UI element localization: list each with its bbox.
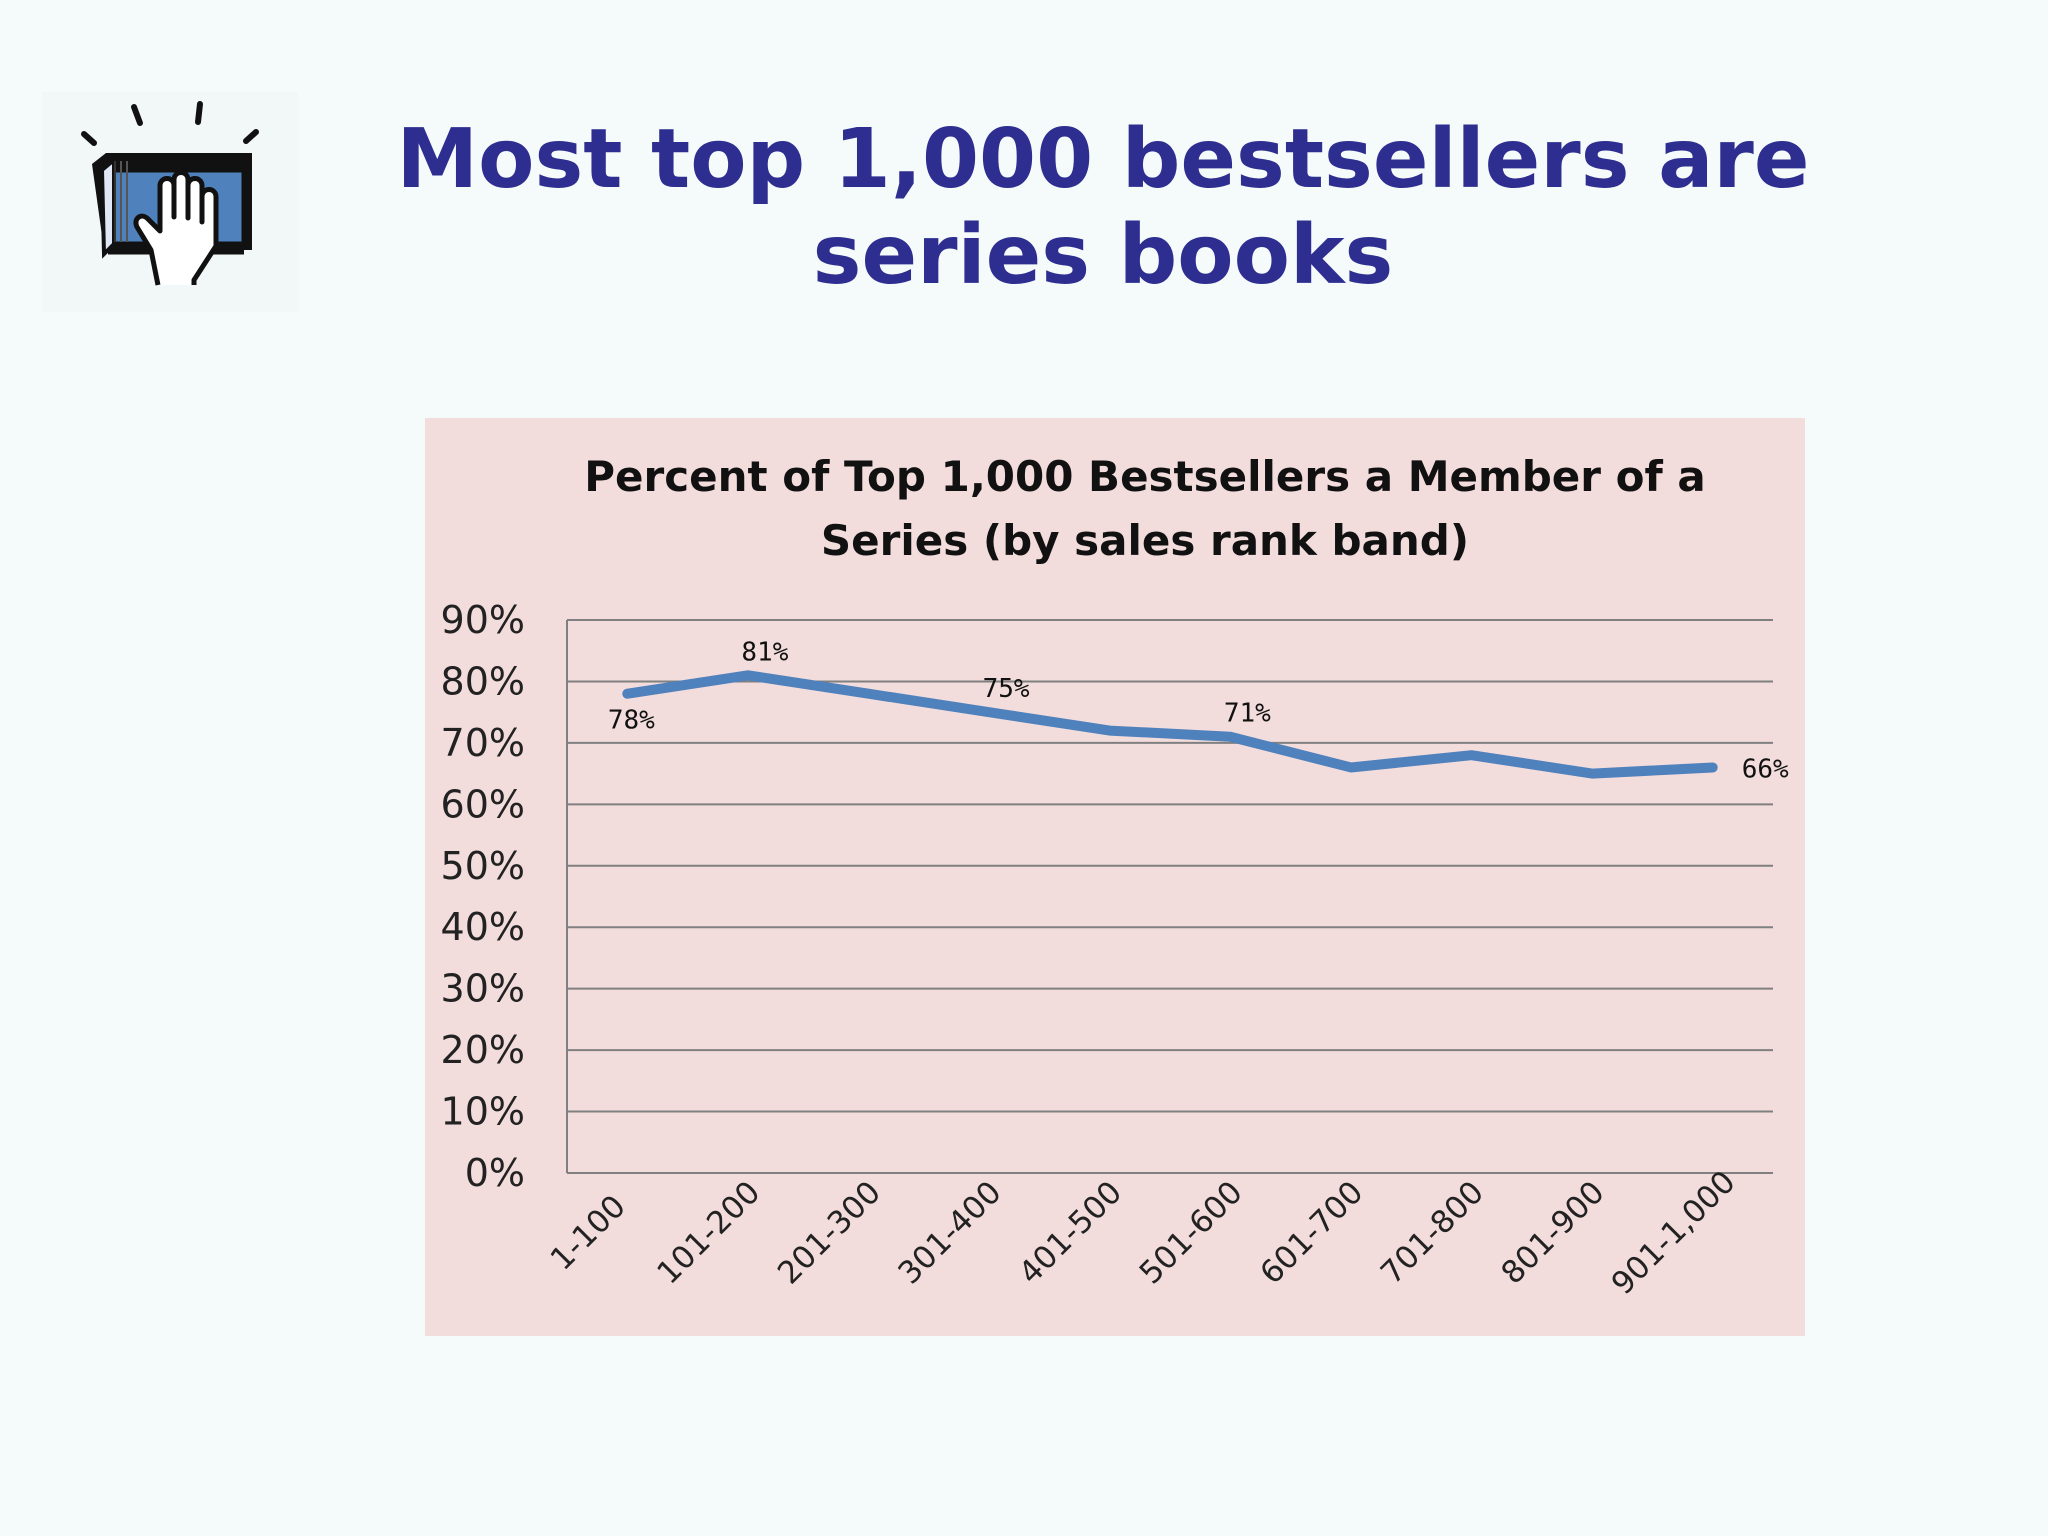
data-label: 71% [1224,699,1271,729]
data-label: 66% [1742,754,1789,784]
y-tick-label: 40% [441,905,525,949]
slide-title-line-2: series books [812,208,1394,303]
series-line [622,670,1718,779]
data-point [1711,766,1714,769]
chart-background [425,418,1805,1336]
y-tick-label: 0% [465,1151,525,1195]
y-tick-label: 10% [441,1090,525,1134]
y-tick-label: 60% [441,782,525,826]
data-label: 78% [608,706,655,736]
data-point [1108,729,1111,732]
chart-panel: Percent of Top 1,000 Bestsellers a Membe… [425,418,1805,1336]
chart-title-line-1: Percent of Top 1,000 Bestsellers a Membe… [584,452,1705,501]
data-label: 75% [983,674,1030,704]
y-tick-label: 80% [441,659,525,703]
data-point [867,692,870,695]
data-point [1470,754,1473,757]
slide-title-line-1: Most top 1,000 bestsellers are [396,112,1810,207]
data-point [746,674,749,677]
chart-title-line-2: Series (by sales rank band) [821,516,1469,565]
data-point [988,711,991,714]
data-label: 81% [741,637,788,667]
y-tick-label: 20% [441,1028,525,1072]
y-tick-label: 50% [441,844,525,888]
data-point [1349,766,1352,769]
y-tick-label: 90% [441,598,525,642]
y-tick-label: 70% [441,721,525,765]
y-tick-label: 30% [441,967,525,1011]
data-point [1229,735,1232,738]
data-point [1591,772,1594,775]
data-point [626,692,629,695]
slide-title: Most top 1,000 bestsellers are series bo… [330,112,1876,304]
book-hand-icon [42,92,298,312]
series-membership-line-chart: Percent of Top 1,000 Bestsellers a Membe… [425,418,1805,1336]
